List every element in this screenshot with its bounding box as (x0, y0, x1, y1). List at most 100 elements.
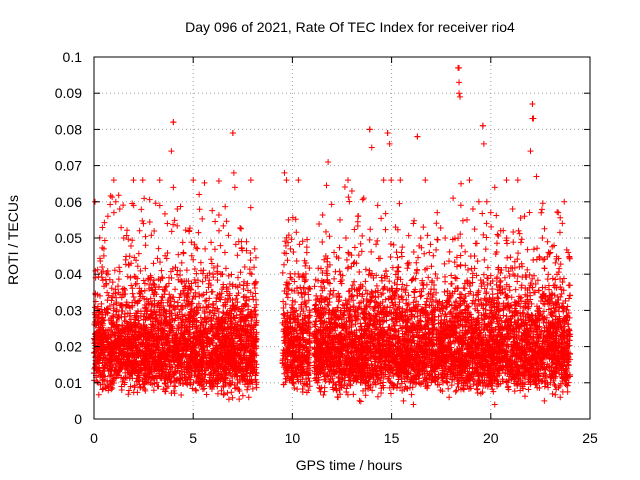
data-point (222, 265, 229, 272)
data-point (507, 254, 514, 261)
data-point (423, 298, 430, 305)
data-point (247, 204, 254, 211)
data-point (564, 321, 571, 328)
data-point (134, 263, 141, 270)
data-point (208, 260, 215, 267)
data-point (394, 254, 401, 261)
data-point (156, 202, 163, 209)
chart-title: Day 096 of 2021, Rate Of TEC Index for r… (185, 19, 515, 35)
data-point (483, 234, 490, 241)
data-point (437, 225, 444, 232)
data-point (140, 220, 147, 227)
data-point (362, 278, 369, 285)
data-point (320, 391, 327, 398)
data-point (362, 287, 369, 294)
data-point (194, 245, 201, 252)
data-point (282, 238, 289, 245)
data-point (530, 246, 537, 253)
data-point (96, 308, 103, 315)
data-point (188, 252, 195, 259)
data-point (382, 210, 389, 217)
data-point (474, 258, 481, 265)
data-point (101, 237, 108, 244)
data-point (358, 248, 365, 255)
data-point (405, 300, 412, 307)
data-point (538, 294, 545, 301)
data-point (510, 229, 517, 236)
data-point (418, 244, 425, 251)
data-point (445, 385, 452, 392)
data-point (493, 240, 500, 247)
data-point (193, 244, 200, 251)
data-point (477, 277, 484, 284)
data-point (294, 386, 301, 393)
data-point (350, 303, 357, 310)
data-point (435, 301, 442, 308)
data-point (319, 211, 326, 218)
data-point (315, 265, 322, 272)
data-point (367, 226, 374, 233)
data-point (356, 268, 363, 275)
data-point (446, 309, 453, 316)
data-point (497, 270, 504, 277)
data-point (489, 286, 496, 293)
data-point (252, 254, 259, 261)
data-point (220, 222, 227, 229)
data-point (237, 225, 244, 232)
data-point (405, 292, 412, 299)
data-point (196, 206, 203, 213)
data-points (91, 64, 574, 408)
data-point (212, 218, 219, 225)
data-point (293, 229, 300, 236)
data-point (546, 250, 553, 257)
data-point (566, 255, 573, 262)
data-point (465, 290, 472, 297)
data-point (94, 378, 101, 385)
data-point (357, 398, 364, 405)
data-point (234, 299, 241, 306)
data-point (457, 202, 464, 209)
data-point (393, 249, 400, 256)
data-point (335, 255, 342, 262)
data-point (386, 384, 393, 391)
data-point (355, 252, 362, 259)
data-point (113, 308, 120, 315)
data-point (373, 282, 380, 289)
data-point (284, 309, 291, 316)
data-point (430, 252, 437, 259)
data-point (101, 219, 108, 226)
data-point (345, 250, 352, 257)
data-point (306, 378, 313, 385)
data-point (151, 228, 158, 235)
data-point (174, 222, 181, 229)
data-point (441, 260, 448, 267)
data-point (532, 289, 539, 296)
data-point (494, 231, 501, 238)
data-point (388, 316, 395, 323)
data-point (95, 273, 102, 280)
data-point (240, 278, 247, 285)
data-point (159, 294, 166, 301)
data-point (158, 274, 165, 281)
data-point (397, 313, 404, 320)
data-point (522, 291, 529, 298)
data-point (247, 177, 254, 184)
data-point (303, 244, 310, 251)
data-point (282, 301, 289, 308)
data-point (417, 235, 424, 242)
data-point (108, 371, 115, 378)
data-point (487, 272, 494, 279)
data-point (438, 312, 445, 319)
data-point (208, 239, 215, 246)
data-point (374, 393, 381, 400)
data-point (318, 283, 325, 290)
data-point (397, 177, 404, 184)
data-point (424, 232, 431, 239)
data-point (408, 391, 415, 398)
data-point (538, 328, 545, 335)
data-point (433, 246, 440, 253)
data-point (481, 285, 488, 292)
data-point (457, 252, 464, 259)
